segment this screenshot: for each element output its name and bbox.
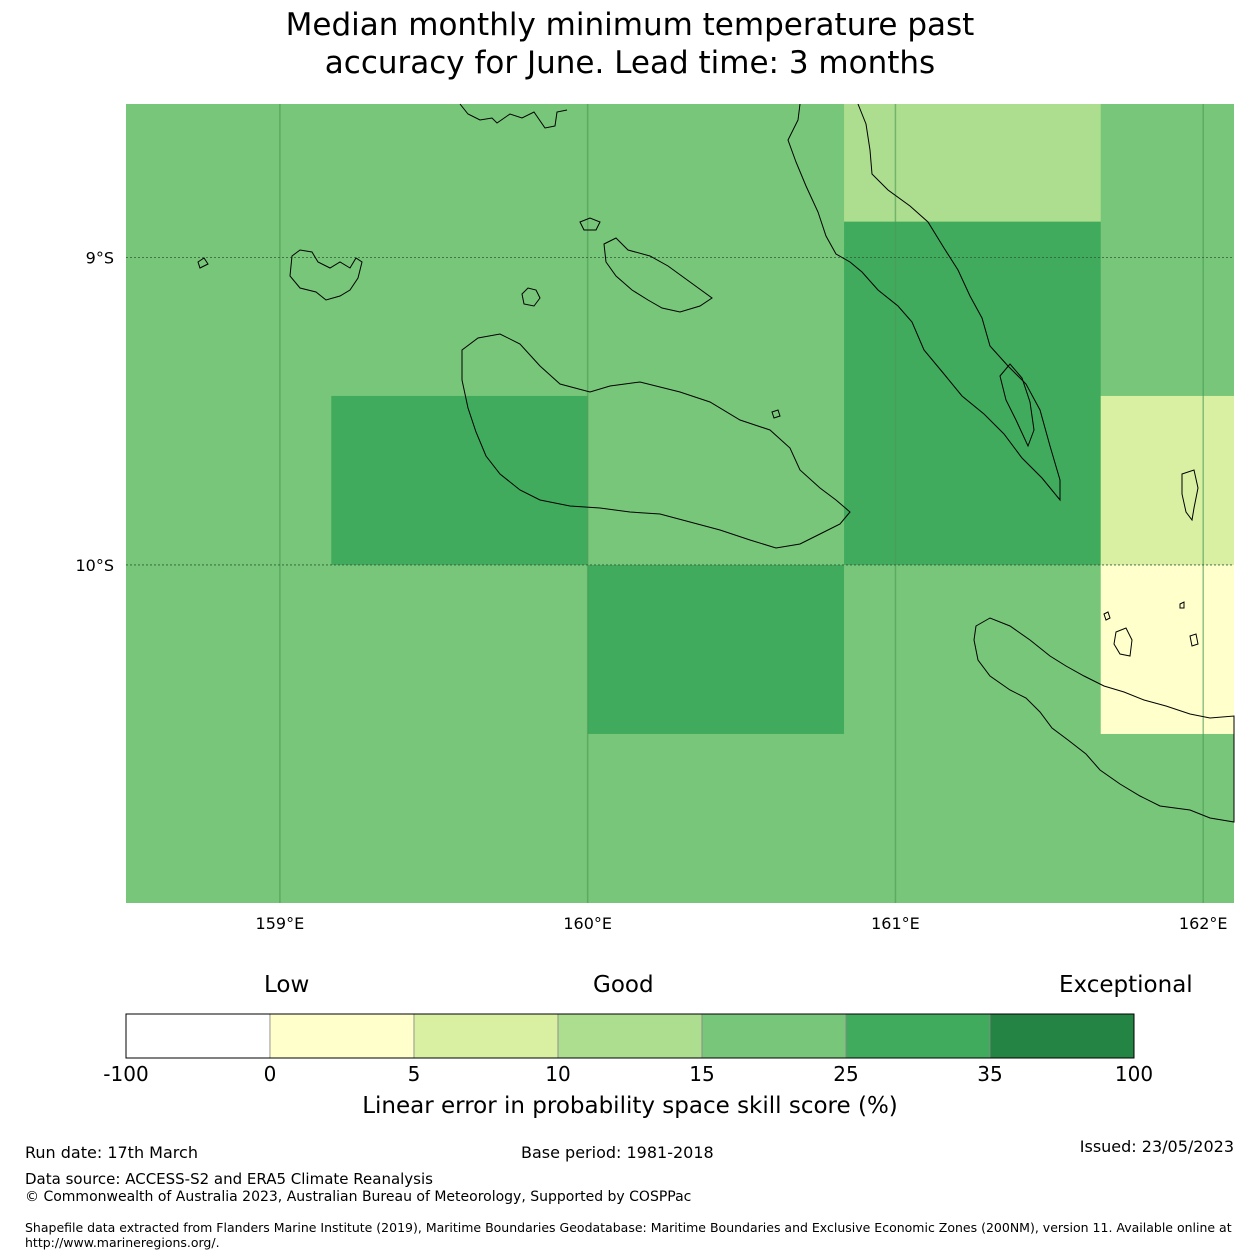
colorbar-tick-3: 10 [545,1062,571,1086]
coastlines [197,103,1235,823]
y-tick-label-1: 10°S [75,556,114,575]
map-title: Median monthly minimum temperature past … [0,6,1260,82]
grid-cell-4 [587,564,845,734]
coastline-santa-ana-islet [1113,627,1133,657]
legend-category-low: Low [264,972,310,998]
legend-category-exceptional: Exceptional [1059,972,1193,998]
colorbar-bin-3 [557,1013,703,1059]
coastline-maramasike [999,363,1035,448]
grid-cell-2 [844,221,1101,565]
coastline-small-islet-2 [771,409,781,419]
coastline-small-islet-5 [1189,633,1199,647]
colorbar-label: Linear error in probability space skill … [362,1093,898,1119]
coastline-small-islet-4 [1179,601,1185,609]
legend-category-good: Good [593,972,654,998]
base-period: Base period: 1981-2018 [521,1143,714,1162]
colorbar-bin-1 [269,1013,415,1059]
coastline-guadalcanal [461,333,851,549]
coastline-malaita [787,103,1061,502]
x-tick-label-0: 159°E [256,914,305,933]
coastline-nggela-islands [603,237,713,313]
coastline-small-islet-3 [1103,611,1111,621]
colorbar-bin-4 [701,1013,847,1059]
colorbar-tick-1: 0 [263,1062,277,1086]
data-source: Data source: ACCESS-S2 and ERA5 Climate … [25,1170,433,1188]
coastline-makira [973,617,1235,823]
grid-cell-5 [1100,395,1234,565]
coastline-florida-islands [289,249,363,301]
skill-map: 159°E 160°E 161°E 162°E 9°S 10°S [75,103,1235,933]
colorbar-bin-2 [413,1013,559,1059]
issued-date: Issued: 23/05/2023 [1079,1137,1234,1156]
colorbar-tick-6: 35 [977,1062,1003,1086]
grid-cell-6 [1100,564,1234,734]
shapefile-credit-line-2: http://www.marineregions.org/. [25,1235,220,1250]
x-tick-label-1: 160°E [563,914,612,933]
colorbar-frame [125,1013,1135,1059]
colorbar-tick-2: 5 [407,1062,421,1086]
colorbar-bin-6 [989,1013,1135,1059]
colorbar-tick-4: 15 [689,1062,715,1086]
x-tick-label-2: 161°E [871,914,920,933]
coastline-ulawa [1181,469,1199,522]
coastline-savo-island [521,287,541,307]
grid-cell-3 [331,395,588,565]
colorbar-tick-5: 25 [833,1062,859,1086]
grid-cell-1 [844,104,1101,222]
title-line-1: Median monthly minimum temperature past [285,7,975,43]
colorbar-bin-0 [125,1013,271,1059]
x-tick-label-3: 162°E [1179,914,1228,933]
colorbar-tick-0: -100 [103,1062,149,1086]
colorbar-bin-5 [845,1013,991,1059]
colorbar-tick-7: 100 [1114,1062,1154,1086]
coastline-small-islet-1 [579,217,601,231]
copyright: © Commonwealth of Australia 2023, Austra… [25,1189,692,1205]
title-line-2: accuracy for June. Lead time: 3 months [324,45,936,81]
shapefile-credit-line-1: Shapefile data extracted from Flanders M… [25,1220,1232,1235]
y-tick-label-0: 9°S [86,249,114,268]
coastline-west-islet [197,257,209,269]
coastline-north-island [459,103,568,129]
run-date: Run date: 17th March [25,1143,198,1162]
